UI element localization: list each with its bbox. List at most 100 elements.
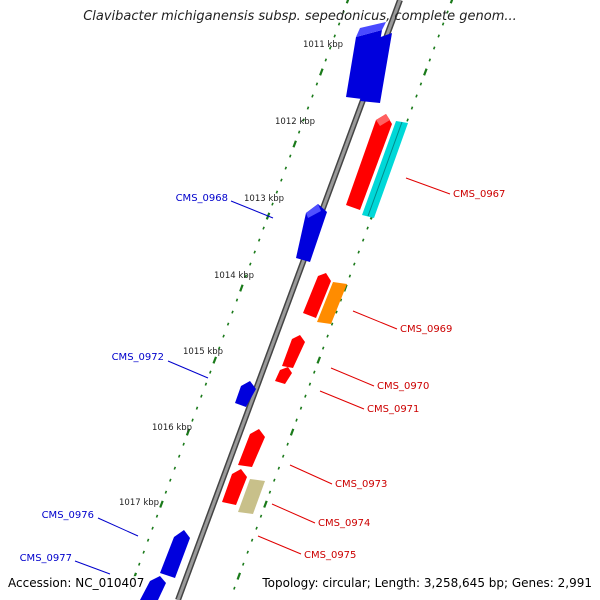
left-track-tick	[173, 466, 177, 470]
left-track-tick	[302, 118, 305, 122]
left-track-tick	[231, 310, 234, 314]
gene-arrow-cms-0970[interactable]	[282, 335, 305, 368]
left-track-tick	[319, 68, 324, 76]
right-track-tick	[242, 562, 245, 566]
right-track-tick	[273, 478, 276, 482]
other-feature-block[interactable]	[238, 479, 265, 514]
right-track-tick	[299, 406, 303, 410]
left-track-tick	[204, 382, 208, 386]
gene-label-cms-0974[interactable]: CMS_0974	[318, 518, 370, 529]
gene-arrow-cms-0977[interactable]	[140, 576, 166, 600]
gene-arrow-cms-0972[interactable]	[235, 381, 256, 407]
right-track-tick	[268, 490, 272, 494]
left-track-tick	[284, 166, 288, 170]
leader-cms-0971	[319, 390, 365, 410]
right-track-tick	[357, 250, 360, 254]
gene-arrow-cms-0974[interactable]	[222, 469, 247, 505]
left-track-tick	[212, 356, 218, 364]
left-track-tick	[333, 34, 336, 38]
right-track-tick	[250, 538, 254, 542]
leader-cms-0975	[257, 535, 302, 555]
right-track-tick	[339, 298, 343, 302]
left-tick-track	[129, 0, 350, 590]
gene-block-top-b[interactable]	[360, 33, 392, 103]
left-track-tick	[209, 370, 212, 374]
left-track-tick	[169, 478, 172, 482]
gene-arrow-cms-0973[interactable]	[238, 429, 265, 467]
map-title: Clavibacter michiganensis subsp. sepedon…	[83, 9, 517, 24]
gene-label-cms-0971[interactable]: CMS_0971	[367, 404, 419, 415]
right-track-tick	[437, 34, 440, 38]
gene-label-cms-0973[interactable]: CMS_0973	[335, 479, 387, 490]
right-track-tick	[406, 118, 409, 122]
right-track-tick	[233, 586, 236, 590]
gene-label-cms-0975[interactable]: CMS_0975	[304, 550, 356, 561]
right-track-tick	[330, 322, 334, 326]
leader-cms-0967	[405, 177, 451, 195]
gene-arrow-cms-0976[interactable]	[160, 530, 190, 578]
trna-block-cms-0969[interactable]	[317, 282, 347, 324]
left-track-tick	[328, 46, 332, 50]
right-track-tick	[348, 274, 352, 278]
right-track-tick	[321, 346, 325, 350]
scale-label-1017: 1017 kbp	[119, 498, 159, 508]
right-track-tick	[277, 466, 281, 470]
right-track-tick	[366, 226, 369, 230]
left-track-tick	[195, 406, 199, 410]
accession-label: Accession: NC_010407	[8, 576, 145, 590]
gene-label-cms-0977[interactable]: CMS_0977	[20, 553, 72, 564]
left-track-tick	[217, 346, 221, 350]
right-track-tick	[263, 500, 268, 508]
left-track-tick	[191, 418, 194, 422]
left-track-tick	[200, 394, 203, 398]
left-track-tick	[146, 538, 150, 542]
right-track-tick	[316, 356, 322, 364]
right-track-tick	[441, 22, 445, 26]
scale-label-1013: 1013 kbp	[244, 194, 284, 204]
leader-cms-0974	[271, 503, 316, 524]
right-track-tick	[304, 394, 307, 398]
gene-label-cms-0968[interactable]: CMS_0968	[176, 193, 228, 204]
gene-arrow-cms-0969-a[interactable]	[303, 273, 331, 318]
gene-label-cms-0972[interactable]: CMS_0972	[112, 352, 164, 363]
right-track-tick	[335, 310, 338, 314]
left-track-tick	[155, 514, 159, 518]
right-track-tick	[415, 94, 418, 98]
left-track-tick	[226, 322, 230, 326]
right-track-tick	[281, 454, 285, 458]
leader-cms-0973	[289, 464, 333, 485]
scale-label-1012: 1012 kbp	[275, 117, 315, 127]
right-track-tick	[449, 0, 454, 4]
right-track-tick	[446, 10, 449, 14]
gene-arrow-cms-0967[interactable]	[346, 114, 392, 210]
gene-arrow-cms-0971[interactable]	[275, 367, 292, 384]
leader-cms-0976	[97, 517, 139, 537]
scale-label-1015: 1015 kbp	[183, 347, 223, 357]
left-track-tick	[275, 190, 279, 194]
right-tick-track	[233, 0, 454, 590]
scale-label-1016: 1016 kbp	[152, 423, 192, 433]
right-track-tick	[313, 370, 316, 374]
gene-label-cms-0970[interactable]: CMS_0970	[377, 381, 429, 392]
left-track-tick	[342, 10, 345, 14]
right-track-tick	[423, 68, 428, 76]
leader-cms-0977	[74, 560, 111, 575]
left-track-tick	[159, 500, 164, 508]
topology-label: Topology: circular; Length: 3,258,645 bp…	[262, 576, 592, 590]
left-track-tick	[280, 178, 283, 182]
rrna-block[interactable]	[362, 121, 408, 218]
left-track-tick	[262, 226, 265, 230]
left-track-tick	[297, 130, 301, 134]
gene-label-cms-0976[interactable]: CMS_0976	[42, 510, 94, 521]
left-track-tick	[182, 442, 185, 446]
gene-arrow-cms-0968[interactable]	[296, 204, 327, 262]
left-track-tick	[311, 94, 314, 98]
gene-label-cms-0967[interactable]: CMS_0967	[453, 189, 505, 200]
gene-label-cms-0969[interactable]: CMS_0969	[400, 324, 452, 335]
right-track-tick	[255, 526, 258, 530]
right-track-tick	[295, 418, 298, 422]
leader-cms-0970	[330, 367, 375, 387]
leader-cms-0972	[167, 360, 209, 379]
